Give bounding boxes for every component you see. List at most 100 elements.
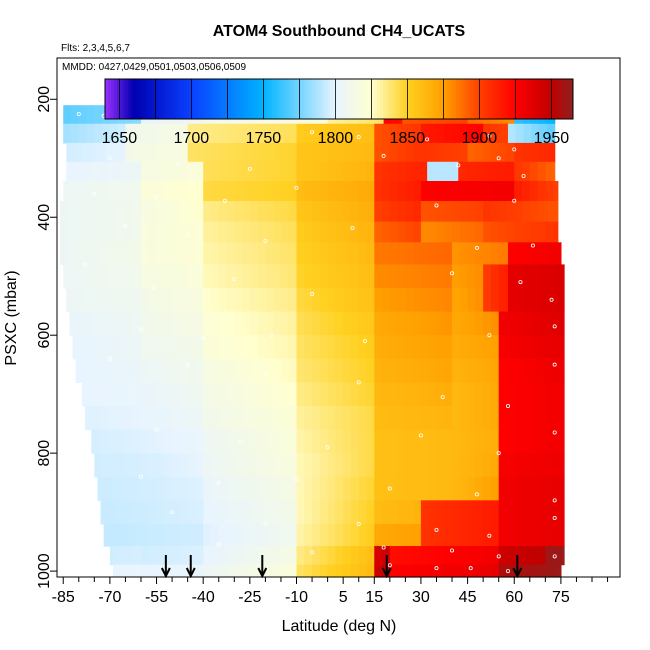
heatmap-cell: [436, 242, 445, 266]
heatmap-cell: [234, 142, 243, 163]
heatmap-cell: [420, 201, 430, 223]
heatmap-cell: [92, 405, 102, 431]
heatmap-cell: [389, 358, 399, 383]
heatmap-row: [60, 201, 559, 223]
sample-point: [201, 336, 206, 341]
heatmap-cell: [164, 453, 173, 478]
heatmap-cell: [483, 523, 492, 547]
heatmap-cell: [117, 180, 127, 202]
colorbar-cell: [333, 79, 337, 119]
heatmap-cell: [288, 142, 298, 163]
heatmap-cell: [389, 453, 399, 478]
x-tick-label: 15: [365, 589, 383, 606]
heatmap-cell: [117, 123, 127, 144]
heatmap-cell: [304, 358, 313, 383]
heatmap-cell: [319, 335, 329, 360]
heatmap-cell: [436, 382, 445, 407]
heatmap-cell: [382, 161, 391, 182]
heatmap-cell: [133, 264, 142, 289]
heatmap-cell: [304, 123, 313, 144]
heatmap-cell: [95, 335, 105, 360]
heatmap-cell: [343, 311, 352, 336]
heatmap-cell: [366, 242, 375, 266]
heatmap-cell: [350, 161, 360, 182]
colorbar-cell: [368, 79, 372, 119]
heatmap-cell: [529, 142, 539, 163]
heatmap-cell: [539, 264, 548, 289]
heatmap-cell: [436, 453, 445, 478]
heatmap-cell: [234, 476, 243, 501]
heatmap-cell: [126, 523, 136, 547]
sample-point: [425, 137, 430, 142]
heatmap-cell: [312, 242, 321, 266]
heatmap-cell: [498, 476, 508, 501]
heatmap-cell: [273, 123, 282, 144]
heatmap-cell: [529, 382, 539, 407]
sample-point: [440, 395, 445, 400]
heatmap-cell: [327, 500, 336, 525]
heatmap-cell: [139, 500, 142, 525]
sample-point: [552, 362, 557, 367]
heatmap-cell: [210, 242, 220, 266]
heatmap-cell: [210, 142, 220, 163]
sample-point: [238, 439, 243, 444]
heatmap-cell: [164, 405, 173, 431]
heatmap-cell: [257, 429, 267, 454]
heatmap-cell: [545, 221, 554, 243]
colorbar-tick-label: 1800: [318, 130, 354, 147]
heatmap-cell: [366, 358, 375, 383]
colorbar-cell: [438, 79, 442, 119]
heatmap-cell: [296, 335, 305, 360]
heatmap-cell: [164, 264, 173, 289]
heatmap-cell: [265, 288, 274, 313]
heatmap-cell: [172, 453, 181, 478]
colorbar-cell: [201, 79, 205, 119]
heatmap-cell: [226, 242, 235, 266]
colorbar-cell: [274, 79, 279, 119]
heatmap-cell: [148, 161, 158, 182]
heatmap-cell: [459, 221, 469, 243]
heatmap-cell: [234, 500, 243, 525]
heatmap-cell: [71, 105, 80, 125]
heatmap-cell: [452, 358, 461, 383]
heatmap-cell: [490, 453, 500, 478]
colorbar-cell: [330, 79, 334, 119]
heatmap-cell: [490, 335, 500, 360]
colorbar-cell: [432, 79, 437, 119]
heatmap-cell: [459, 500, 469, 525]
heatmap-cell: [172, 476, 181, 501]
heatmap-cell: [498, 564, 508, 578]
colorbar-cell: [382, 79, 387, 119]
heatmap-cell: [137, 201, 142, 223]
heatmap-cell: [374, 201, 383, 223]
colorbar-cell: [447, 79, 451, 119]
heatmap-cell: [288, 201, 298, 223]
heatmap-cell: [156, 180, 165, 202]
heatmap-cell: [74, 288, 83, 313]
heatmap-cell: [280, 264, 290, 289]
heatmap-cell: [436, 142, 445, 163]
heatmap-cell: [74, 161, 83, 182]
heatmap-cell: [242, 546, 251, 566]
heatmap-cell: [452, 180, 461, 202]
heatmap-cell: [335, 242, 344, 266]
heatmap-cell: [179, 429, 189, 454]
heatmap-cell: [405, 161, 414, 182]
colorbar-cell: [327, 79, 331, 119]
colorbar-cell: [260, 79, 264, 119]
colorbar-cell: [157, 79, 162, 119]
heatmap-cell: [490, 201, 500, 223]
heatmap-cell: [350, 405, 360, 431]
heatmap-cell: [389, 201, 399, 223]
heatmap-cell: [358, 264, 368, 289]
heatmap-cell: [137, 429, 142, 454]
heatmap-cell: [366, 161, 375, 182]
colorbar-cell: [324, 79, 328, 119]
heatmap-cell: [288, 123, 298, 144]
heatmap-cell: [296, 382, 305, 407]
heatmap-row: [112, 564, 562, 578]
heatmap-cell: [498, 288, 508, 313]
colorbar-cell: [558, 79, 562, 119]
heatmap-cell: [413, 453, 422, 478]
heatmap-cell: [296, 564, 305, 578]
